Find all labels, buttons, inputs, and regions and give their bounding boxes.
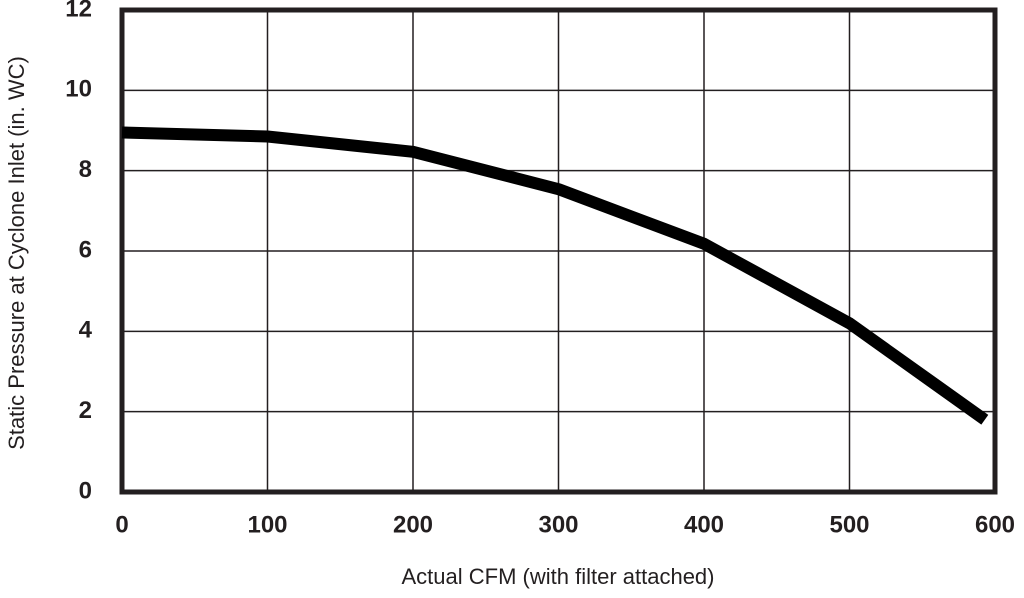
x-tick-label: 500 — [829, 511, 869, 538]
y-axis-label: Static Pressure at Cyclone Inlet (in. WC… — [4, 56, 29, 450]
x-tick-label: 200 — [393, 511, 433, 538]
x-tick-label: 0 — [115, 511, 128, 538]
y-tick-label: 2 — [79, 397, 92, 424]
x-tick-label: 100 — [247, 511, 287, 538]
plot-border — [119, 7, 998, 495]
y-tick-label: 6 — [79, 236, 92, 263]
y-tick-label: 12 — [65, 0, 92, 22]
y-tick-label: 10 — [65, 76, 92, 103]
y-tick-label: 0 — [79, 477, 92, 504]
x-tick-label: 300 — [538, 511, 578, 538]
x-tick-label: 600 — [975, 511, 1015, 538]
x-tick-label: 400 — [684, 511, 724, 538]
y-tick-label: 8 — [79, 156, 92, 183]
x-axis-label: Actual CFM (with filter attached) — [402, 564, 715, 589]
y-tick-label: 4 — [79, 317, 93, 344]
curve — [121, 126, 989, 425]
